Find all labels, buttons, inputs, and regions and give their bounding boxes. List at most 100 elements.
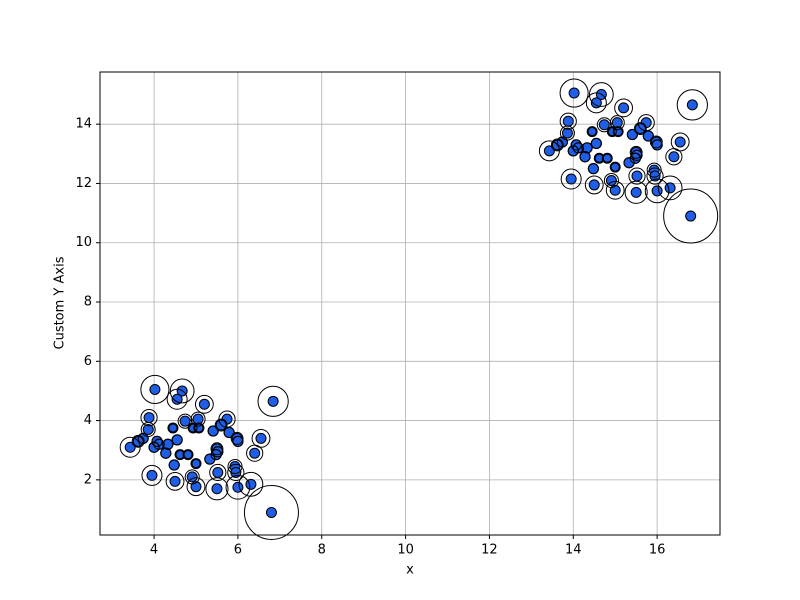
score-ring [140, 409, 158, 427]
score-ring [649, 135, 663, 149]
y-tick-label: 8 [84, 295, 92, 310]
y-tick-label: 12 [75, 176, 92, 191]
score-ring [212, 446, 224, 458]
score-ring [665, 148, 683, 166]
score-ring [610, 162, 620, 172]
point [618, 102, 630, 114]
point [142, 423, 154, 435]
score-ring [230, 431, 244, 445]
score-ring [207, 425, 219, 437]
score-ring [238, 471, 264, 497]
score-ring [628, 167, 646, 185]
score-ring [190, 411, 206, 427]
score-ring [168, 459, 180, 471]
score-ring [232, 435, 244, 447]
score-ring [607, 127, 617, 137]
point [198, 398, 210, 410]
score-ring [584, 175, 604, 195]
score-ring [210, 449, 222, 461]
y-tick-label: 14 [75, 117, 92, 132]
score-ring [624, 180, 648, 204]
score-ring [623, 157, 635, 169]
score-ring [609, 115, 625, 131]
y-tick-label: 10 [75, 235, 92, 250]
score-ring [644, 178, 670, 204]
score-ring [243, 484, 299, 540]
score-ring [613, 127, 623, 137]
score-ring [119, 436, 141, 458]
score-ring [148, 441, 160, 453]
point [211, 483, 223, 495]
point [605, 174, 617, 186]
score-ring [631, 149, 643, 161]
score-ring [186, 477, 206, 497]
score-ring [642, 130, 654, 142]
score-ring [131, 434, 145, 448]
score-ring [210, 442, 224, 456]
point [674, 136, 686, 148]
score-ring [587, 163, 600, 175]
point [212, 466, 224, 478]
score-ring [246, 444, 264, 462]
score-ring [670, 132, 690, 152]
point [124, 441, 136, 453]
x-tick-label: 16 [649, 543, 666, 558]
score-ring [183, 450, 193, 460]
score-ring [194, 423, 204, 433]
x-tick-label: 8 [318, 543, 326, 558]
score-ring [168, 423, 178, 433]
score-ring [596, 117, 612, 133]
point [630, 186, 642, 198]
score-ring [550, 138, 564, 152]
score-ring [171, 434, 183, 446]
y-tick-label: 6 [84, 354, 92, 369]
score-ring [204, 453, 216, 465]
score-ring [626, 128, 639, 141]
point [179, 415, 191, 427]
point [568, 87, 580, 99]
plot-frame [99, 71, 721, 536]
score-ring [567, 145, 579, 157]
score-ring [590, 137, 602, 150]
point [561, 127, 573, 139]
point [249, 447, 261, 459]
score-ring [559, 112, 577, 130]
score-ring [184, 469, 200, 485]
point [267, 395, 279, 407]
x-axis-label: x [406, 563, 414, 578]
score-ring [560, 168, 582, 190]
score-ring [646, 167, 664, 185]
point [685, 210, 697, 222]
score-ring [585, 92, 607, 114]
x-tick-label: 6 [234, 543, 242, 558]
point [186, 471, 198, 483]
point [255, 432, 267, 444]
point [601, 152, 613, 164]
score-ring [614, 98, 633, 118]
y-axis-label: Custom Y Axis [53, 256, 68, 349]
score-ring [676, 89, 708, 121]
score-ring [151, 435, 163, 447]
score-ring [140, 374, 170, 405]
score-ring [257, 385, 289, 417]
score-ring [581, 142, 593, 154]
point [631, 170, 643, 182]
point [543, 145, 555, 157]
point [146, 469, 158, 481]
point [171, 393, 183, 405]
score-ring [188, 423, 198, 433]
point [668, 151, 680, 163]
score-ring [166, 388, 188, 410]
score-ring [194, 394, 214, 414]
score-ring [602, 153, 612, 163]
score-ring [587, 127, 597, 137]
point [686, 99, 698, 111]
score-ring [629, 145, 643, 159]
point [609, 161, 621, 173]
score-ring [538, 140, 560, 162]
point [149, 383, 161, 395]
x-tick-label: 12 [481, 543, 498, 558]
score-ring [251, 428, 271, 448]
